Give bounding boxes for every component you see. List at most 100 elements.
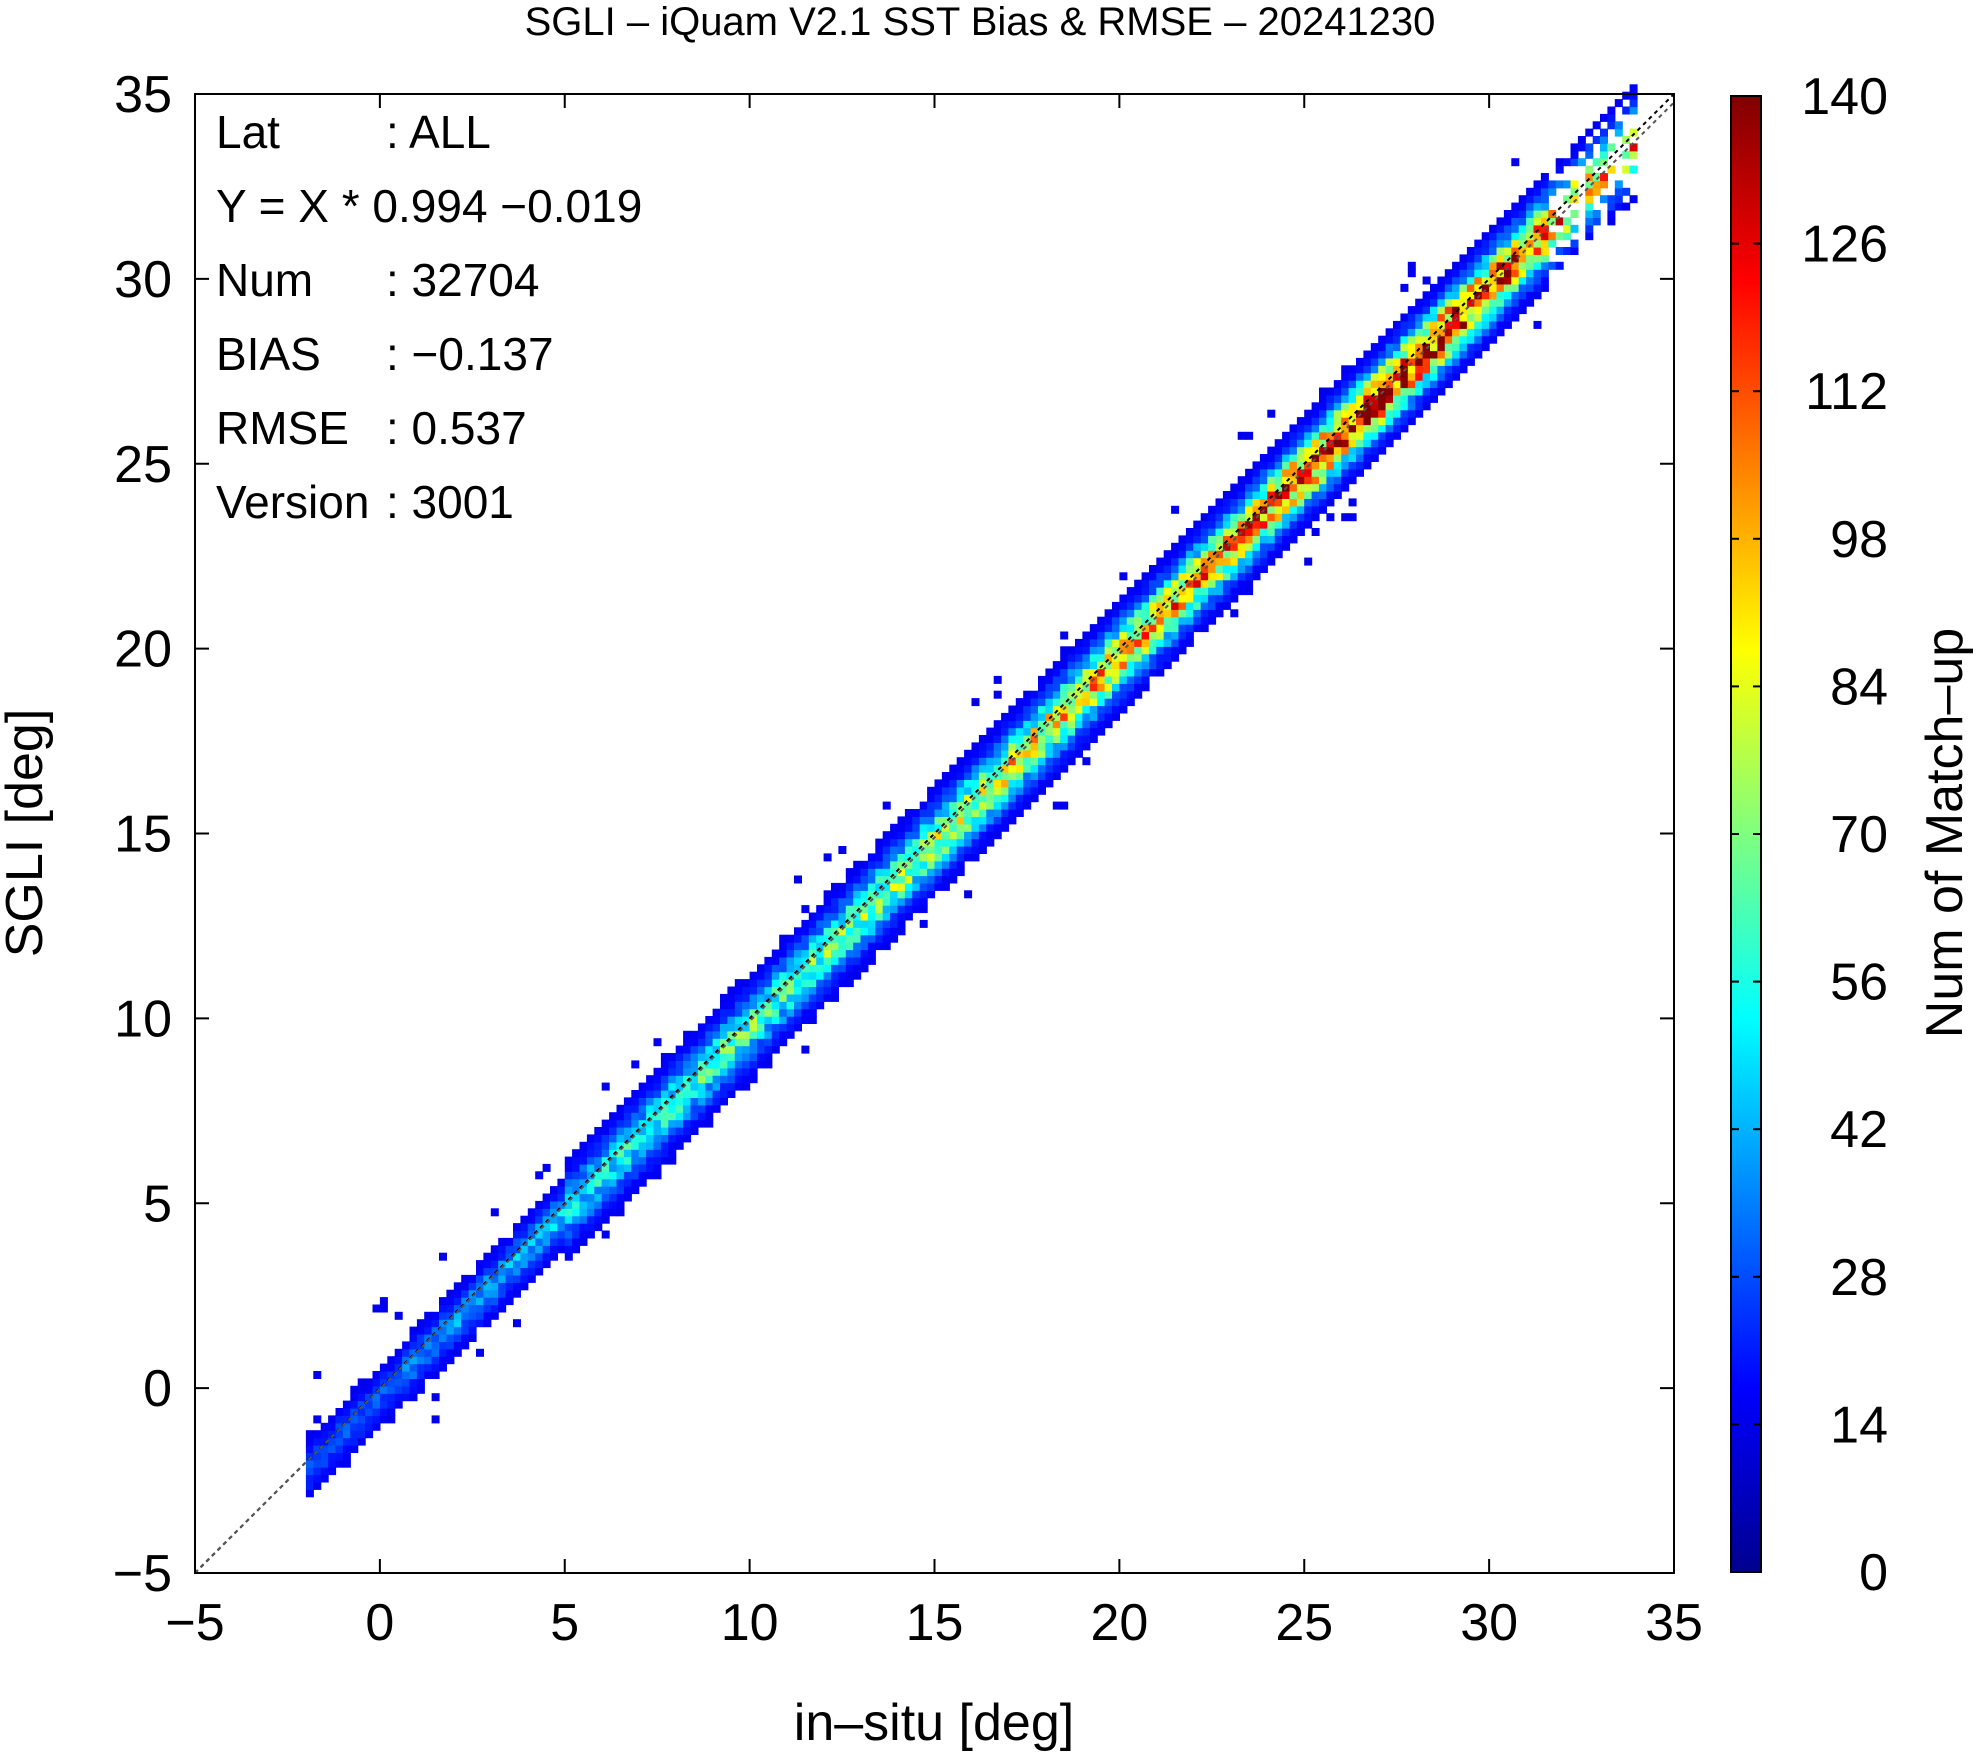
heatmap-cell: [379, 1400, 388, 1409]
heatmap-cell: [771, 1030, 780, 1039]
heatmap-cell: [890, 860, 899, 869]
heatmap-cell: [1008, 749, 1017, 758]
heatmap-cell: [409, 1371, 418, 1379]
heatmap-cell: [1333, 461, 1342, 470]
heatmap-cell: [978, 779, 987, 788]
heatmap-cell: [1600, 180, 1608, 189]
heatmap-cell: [1060, 661, 1069, 670]
heatmap-cell: [823, 927, 832, 936]
heatmap-cell: [557, 1208, 566, 1217]
heatmap-cell: [1304, 417, 1313, 426]
heatmap-cell: [313, 1459, 322, 1468]
heatmap-cell: [1282, 461, 1291, 470]
heatmap-cell: [838, 890, 847, 899]
heatmap-cell: [1163, 638, 1172, 647]
heatmap-cell: [1289, 520, 1298, 529]
heatmap-cell: [1385, 424, 1394, 433]
heatmap-cell: [402, 1341, 411, 1350]
heatmap-cell: [416, 1334, 425, 1342]
heatmap-cell: [1023, 786, 1032, 795]
stat-value: : 3001: [386, 476, 514, 528]
heatmap-cell: [572, 1163, 581, 1172]
heatmap-cell: [1341, 468, 1350, 477]
heatmap-cell: [520, 1267, 529, 1276]
heatmap-cell: [1356, 394, 1364, 403]
heatmap-cell: [853, 919, 862, 928]
heatmap-cell: [1356, 454, 1364, 462]
heatmap-cell: [853, 875, 862, 884]
heatmap-cell: [631, 1104, 640, 1113]
heatmap-cell: [1533, 291, 1542, 300]
heatmap-cell: [831, 956, 839, 965]
heatmap-cell: [1089, 624, 1098, 633]
heatmap-cell: [631, 1156, 640, 1165]
heatmap-cell: [764, 1001, 773, 1010]
heatmap-cell: [912, 823, 921, 832]
heatmap-cell: [971, 779, 980, 788]
heatmap-cell: [1555, 158, 1564, 167]
heatmap-cell: [1289, 491, 1298, 499]
heatmap-cell: [801, 949, 810, 958]
heatmap-cell: [779, 1030, 788, 1039]
heatmap-cell: [949, 801, 958, 810]
heatmap-cell: [1296, 461, 1305, 470]
heatmap-cell: [1178, 631, 1187, 640]
heatmap-cell: [483, 1304, 492, 1313]
heatmap-cell: [882, 897, 891, 906]
heatmap-cell: [1518, 202, 1527, 211]
heatmap-cell: [1097, 668, 1106, 677]
heatmap-cell: [1104, 705, 1113, 714]
heatmap-cell: [1304, 491, 1313, 499]
heatmap-cell: [623, 1149, 632, 1158]
heatmap-cell: [1370, 357, 1379, 366]
heatmap-cell: [1459, 261, 1468, 270]
heatmap-cell: [616, 1156, 625, 1165]
heatmap-cell: [1607, 210, 1616, 218]
heatmap-cell: [1489, 232, 1498, 241]
heatmap-cell: [1215, 594, 1224, 603]
heatmap-cell: [342, 1415, 351, 1424]
heatmap-cell: [342, 1452, 351, 1461]
heatmap-cell: [483, 1319, 492, 1328]
heatmap-cell: [1171, 601, 1180, 610]
heatmap-cell: [1259, 498, 1268, 507]
heatmap-cell: [1540, 283, 1549, 292]
heatmap-cell: [949, 838, 958, 847]
heatmap-cell: [1060, 742, 1069, 751]
heatmap-cell: [1134, 646, 1143, 655]
heatmap-cell: [372, 1385, 381, 1394]
heatmap-cell: [1089, 653, 1098, 662]
heatmap-cell: [771, 993, 780, 1002]
heatmap-cell: [808, 912, 817, 921]
heatmap-cell: [1245, 557, 1254, 566]
heatmap-cell: [505, 1274, 514, 1283]
heatmap-cell: [1452, 328, 1461, 337]
heatmap-cell: [927, 801, 936, 810]
heatmap-cell: [498, 1245, 507, 1254]
heatmap-cell: [882, 912, 891, 921]
heatmap-cell: [1222, 565, 1231, 573]
heatmap-cell: [1407, 306, 1416, 315]
heatmap-cell: [1200, 594, 1209, 603]
heatmap-cell: [1304, 505, 1313, 514]
heatmap-cell: [594, 1223, 603, 1232]
heatmap-cell: [1437, 298, 1446, 307]
heatmap-cell: [683, 1075, 692, 1084]
heatmap-cell: [757, 1023, 765, 1032]
heatmap-cell: [956, 764, 965, 773]
heatmap-cell: [697, 1104, 706, 1113]
heatmap-cell: [1060, 653, 1069, 662]
heatmap-cell: [1400, 372, 1409, 381]
heatmap-cell: [468, 1289, 477, 1298]
heatmap-cell: [1289, 483, 1298, 492]
heatmap-cell: [986, 735, 995, 743]
heatmap-cell: [1385, 402, 1394, 411]
heatmap-cell: [394, 1393, 403, 1402]
heatmap-cell: [616, 1178, 625, 1187]
heatmap-cell: [1252, 550, 1261, 559]
heatmap-cell: [1407, 402, 1416, 411]
heatmap-cell: [823, 993, 832, 1002]
heatmap-cell: [660, 1134, 669, 1143]
heatmap-cell: [1245, 528, 1254, 536]
heatmap-cell: [1526, 269, 1535, 278]
